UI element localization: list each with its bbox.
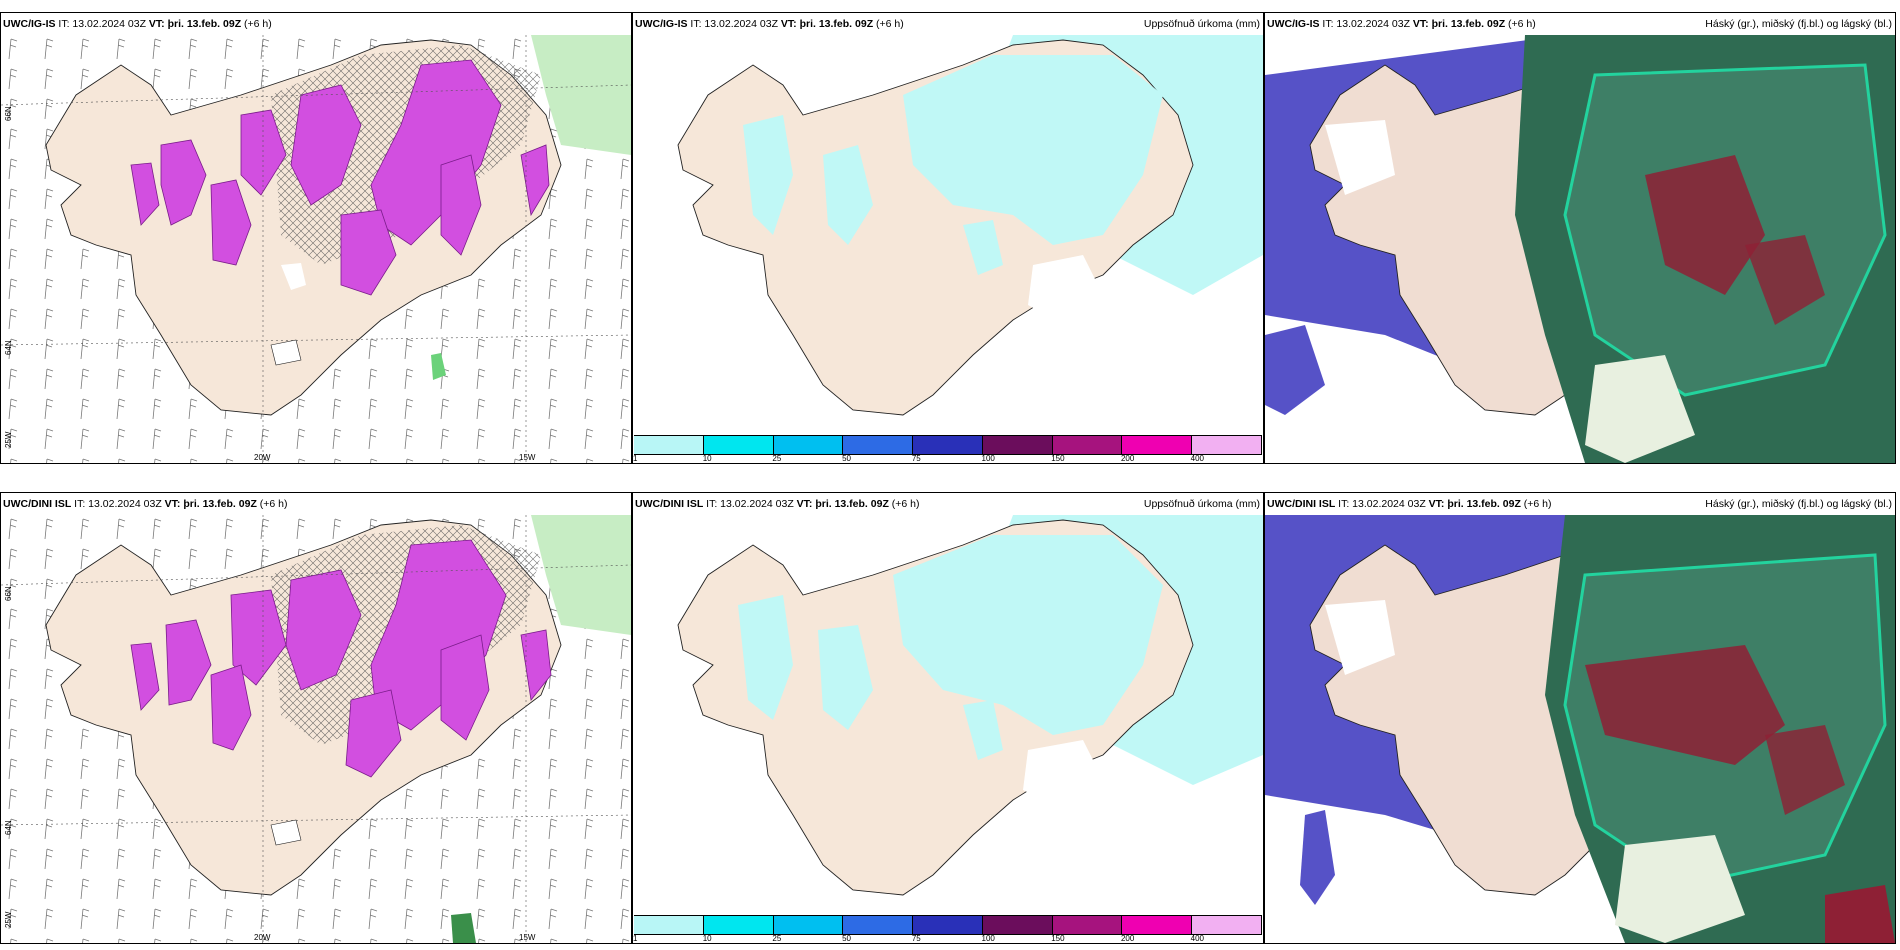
model-name: UWC/DINI ISL [1267,498,1336,510]
row2-precip-map[interactable] [633,515,1263,915]
legend-tick: 75 [911,934,921,943]
row1-cloud-map[interactable] [1265,35,1895,463]
valid-time: VT: þri. 13.feb. 09Z [164,498,257,510]
legend-swatch [773,916,844,934]
row2-precip-legend: 1 10 25 50 75 100 150 200 400 [633,915,1263,943]
row1-cloud-header: UWC/IG-IS IT: 13.02.2024 03Z VT: þri. 13… [1265,13,1895,35]
model-name: UWC/IG-IS [3,18,56,30]
legend-swatch [1192,436,1263,454]
row1-precip-type-panel[interactable]: UWC/IG-IS IT: 13.02.2024 03Z VT: þri. 13… [0,12,632,464]
legend-tick: 75 [911,454,921,463]
valid-time: VT: þri. 13.feb. 09Z [1428,498,1521,510]
model-name: UWC/DINI ISL [3,498,72,510]
legend-tick: 50 [842,934,852,943]
row1-precip-legend: 1 10 25 50 75 100 150 200 400 [633,435,1263,463]
legend-color-bar [634,435,1263,455]
init-time: IT: 13.02.2024 03Z [1338,498,1426,510]
legend-swatch [1052,916,1123,934]
legend-swatch [843,436,914,454]
legend-tick: 10 [702,934,712,943]
lat-label-66n: 66N [4,586,13,601]
lon-label-15w: 15W [519,453,536,462]
legend-tick: 1 [633,454,638,463]
row2-precip-header: UWC/DINI ISL IT: 13.02.2024 03Z VT: þri.… [633,493,1263,515]
lat-label-25w: 25W [4,911,13,928]
legend-tick: 200 [1120,454,1135,463]
legend-tick: 200 [1120,934,1135,943]
cloud-title: Háský (gr.), miðský (fj.bl.) og lágský (… [1705,498,1892,510]
precip-title: Uppsöfnuð úrkoma (mm) [1143,498,1260,510]
model-name: UWC/IG-IS [635,18,688,30]
legend-tick: 50 [842,454,852,463]
init-time: IT: 13.02.2024 03Z [690,18,778,30]
valid-time: VT: þri. 13.feb. 09Z [780,18,874,30]
model-name: UWC/IG-IS [1267,18,1320,30]
legend-tick: 150 [1051,454,1065,463]
legend-swatch [913,916,983,934]
row2-precip-type-panel[interactable]: UWC/DINI ISL IT: 13.02.2024 03Z VT: þri.… [0,492,632,944]
legend-tick: 150 [1051,934,1065,943]
row1-wind-map[interactable] [1,35,631,463]
legend-swatch [634,916,704,934]
lead-time: (+6 h) [1508,18,1536,30]
lead-time: (+6 h) [1523,498,1552,510]
row2-wind-map[interactable] [1,515,631,943]
legend-tick: 1 [633,934,638,943]
row2-cloud-panel[interactable]: UWC/DINI ISL IT: 13.02.2024 03Z VT: þri.… [1264,492,1896,944]
legend-tick: 400 [1190,454,1205,463]
lat-label-64n: 64N [4,340,13,355]
valid-time: VT: þri. 13.feb. 09Z [796,498,889,510]
lat-label-66n: 66N [4,106,13,121]
legend-tick: 10 [702,454,712,463]
row1-precip-header: UWC/IG-IS IT: 13.02.2024 03Z VT: þri. 13… [633,13,1263,35]
legend-tick: 100 [981,934,995,943]
row2-precip-panel[interactable]: UWC/DINI ISL IT: 13.02.2024 03Z VT: þri.… [632,492,1264,944]
valid-time: VT: þri. 13.feb. 09Z [1412,18,1506,30]
init-time: IT: 13.02.2024 03Z [58,18,146,30]
legend-swatch [913,436,983,454]
legend-swatch [1122,436,1193,454]
row1-wind-panel-header: UWC/IG-IS IT: 13.02.2024 03Z VT: þri. 13… [1,13,631,35]
model-name: UWC/DINI ISL [635,498,704,510]
row2-cloud-map[interactable] [1265,515,1895,943]
row1-cloud-panel[interactable]: UWC/IG-IS IT: 13.02.2024 03Z VT: þri. 13… [1264,12,1896,464]
row2-cloud-header: UWC/DINI ISL IT: 13.02.2024 03Z VT: þri.… [1265,493,1895,515]
lead-time: (+6 h) [876,18,904,30]
lon-label-20w: 20W [254,933,271,942]
init-time: IT: 13.02.2024 03Z [1322,18,1410,30]
legend-swatch [1192,916,1263,934]
legend-swatch [982,436,1053,454]
legend-color-bar [634,915,1263,935]
legend-swatch [703,916,774,934]
lead-time: (+6 h) [891,498,920,510]
legend-tick: 400 [1190,934,1205,943]
init-time: IT: 13.02.2024 03Z [706,498,794,510]
valid-time: VT: þri. 13.feb. 09Z [148,18,242,30]
lead-time: (+6 h) [259,498,288,510]
legend-tick: 25 [772,454,782,463]
legend-tick: 25 [772,934,782,943]
lat-label-64n: 64N [4,820,13,835]
legend-swatch [634,436,704,454]
lat-label-25w: 25W [4,431,13,448]
lon-label-15w: 15W [519,933,536,942]
lead-time: (+6 h) [244,18,272,30]
init-time: IT: 13.02.2024 03Z [74,498,162,510]
cloud-title: Háský (gr.), miðský (fj.bl.) og lágský (… [1705,18,1892,30]
row1-precip-map[interactable] [633,35,1263,435]
legend-swatch [703,436,774,454]
precip-title: Uppsöfnuð úrkoma (mm) [1143,18,1260,30]
legend-tick: 100 [981,454,995,463]
legend-swatch [982,916,1053,934]
row1-precip-panel[interactable]: UWC/IG-IS IT: 13.02.2024 03Z VT: þri. 13… [632,12,1264,464]
legend-swatch [1052,436,1123,454]
legend-swatch [843,916,914,934]
legend-swatch [1122,916,1193,934]
row2-wind-panel-header: UWC/DINI ISL IT: 13.02.2024 03Z VT: þri.… [1,493,631,515]
lon-label-20w: 20W [254,453,271,462]
legend-swatch [773,436,844,454]
